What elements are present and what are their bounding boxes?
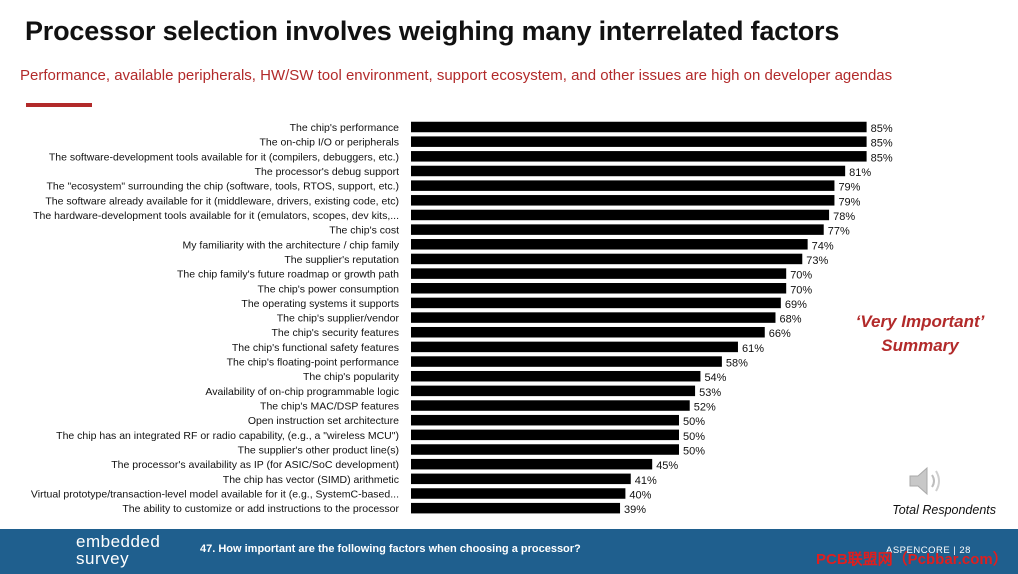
value-label: 45%: [656, 460, 678, 472]
category-label: The chip has an integrated RF or radio c…: [56, 430, 399, 442]
category-label: Virtual prototype/transaction-level mode…: [31, 489, 399, 501]
bar: [411, 268, 787, 279]
value-label: 53%: [699, 387, 721, 399]
value-label: 78%: [833, 211, 855, 223]
summary-line-1: ‘Very Important’: [855, 312, 985, 331]
value-label: 68%: [779, 314, 801, 326]
category-label: The ability to customize or add instruct…: [122, 503, 399, 515]
bar: [411, 341, 738, 353]
watermark-text: PCB联盟网（Pcbbar.com）: [816, 551, 1008, 568]
value-label: 81%: [849, 167, 871, 179]
slide-subtitle: Performance, available peripherals, HW/S…: [20, 67, 893, 84]
speaker-icon[interactable]: [906, 463, 946, 499]
survey-question: 47. How important are the following fact…: [200, 543, 581, 555]
bar: [411, 253, 803, 265]
value-label: 39%: [624, 504, 646, 516]
category-label: The hardware-development tools available…: [33, 210, 399, 222]
value-label: 54%: [704, 372, 726, 384]
value-label: 50%: [683, 446, 705, 458]
bar: [411, 195, 835, 206]
value-label: 85%: [871, 123, 893, 135]
category-label: The chip's popularity: [303, 371, 400, 383]
value-label: 61%: [742, 343, 764, 355]
value-label: 74%: [812, 240, 834, 252]
embedded-survey-logo: embedded survey: [74, 533, 186, 571]
bar: [411, 370, 701, 382]
bar: [411, 385, 696, 397]
summary-annotation: ‘Very Important’ Summary: [835, 310, 1005, 358]
bar: [411, 458, 653, 470]
bar: [411, 502, 621, 514]
bar: [411, 312, 776, 323]
bar: [411, 209, 830, 221]
bar: [411, 239, 808, 250]
category-label: The processor's debug support: [255, 166, 400, 178]
bar: [411, 180, 835, 191]
category-label: The chip's supplier/vendor: [277, 313, 400, 325]
slide-title: Processor selection involves weighing ma…: [25, 16, 840, 46]
respondents-note: Total Respondents: [892, 503, 996, 517]
category-label: The chip's security features: [272, 327, 399, 339]
value-label: 41%: [635, 475, 657, 487]
bar: [411, 136, 867, 147]
category-label: The chip's floating-point performance: [227, 357, 400, 369]
value-label: 50%: [683, 431, 705, 443]
brand-page-number: ASPENCORE | 28: [886, 545, 971, 556]
bar: [411, 444, 679, 455]
category-label: Open instruction set architecture: [248, 415, 399, 427]
value-label: 85%: [871, 138, 893, 150]
category-label: The chip's power consumption: [258, 283, 400, 295]
value-label: 69%: [785, 299, 807, 311]
bar: [411, 488, 626, 499]
logo-line-2: survey: [76, 549, 130, 568]
bar: [411, 283, 787, 294]
value-label: 85%: [871, 152, 893, 164]
bar: [411, 224, 824, 235]
value-label: 73%: [806, 255, 828, 267]
category-label: The chip family's future roadmap or grow…: [177, 269, 399, 281]
category-label: The chip's cost: [329, 225, 399, 237]
bar: [411, 429, 679, 441]
category-label: The processor's availability as IP (for …: [111, 459, 399, 471]
value-label: 66%: [769, 328, 791, 340]
value-label: 58%: [726, 358, 748, 370]
value-label: 50%: [683, 416, 705, 428]
category-label: The chip's functional safety features: [232, 342, 399, 354]
value-label: 79%: [838, 196, 860, 208]
logo-line-1: embedded: [76, 532, 161, 551]
bar: [411, 473, 631, 485]
bar: [411, 356, 722, 367]
bar: [411, 326, 765, 338]
footer-bar: [0, 529, 1018, 574]
bar: [411, 400, 690, 411]
category-label: The chip's performance: [290, 122, 400, 134]
category-label: The supplier's other product line(s): [238, 445, 399, 457]
category-label: The software already available for it (m…: [45, 195, 399, 207]
category-label: The supplier's reputation: [284, 254, 399, 266]
value-label: 79%: [838, 182, 860, 194]
category-label: The chip's MAC/DSP features: [260, 401, 399, 413]
category-label: The software-development tools available…: [49, 151, 399, 163]
bar: [411, 297, 781, 309]
bar-chart: The chip's performance 85% The on-chip I/O…: [31, 121, 893, 516]
value-label: 52%: [694, 402, 716, 414]
category-label: The chip has vector (SIMD) arithmetic: [223, 474, 399, 486]
value-label: 70%: [790, 270, 812, 282]
category-label: The "ecosystem" surrounding the chip (so…: [46, 181, 399, 193]
category-label: The operating systems it supports: [241, 298, 399, 310]
value-label: 77%: [828, 226, 850, 238]
bar: [411, 151, 867, 162]
bar: [411, 414, 679, 426]
bar: [411, 165, 846, 177]
value-label: 70%: [790, 284, 812, 296]
category-label: Availability of on-chip programmable log…: [205, 386, 399, 398]
accent-divider: [26, 103, 92, 107]
value-label: 40%: [629, 490, 651, 502]
summary-line-2: Summary: [881, 336, 959, 355]
category-label: My familiarity with the architecture / c…: [183, 239, 400, 251]
bar: [411, 121, 867, 133]
category-label: The on-chip I/O or peripherals: [260, 137, 399, 149]
